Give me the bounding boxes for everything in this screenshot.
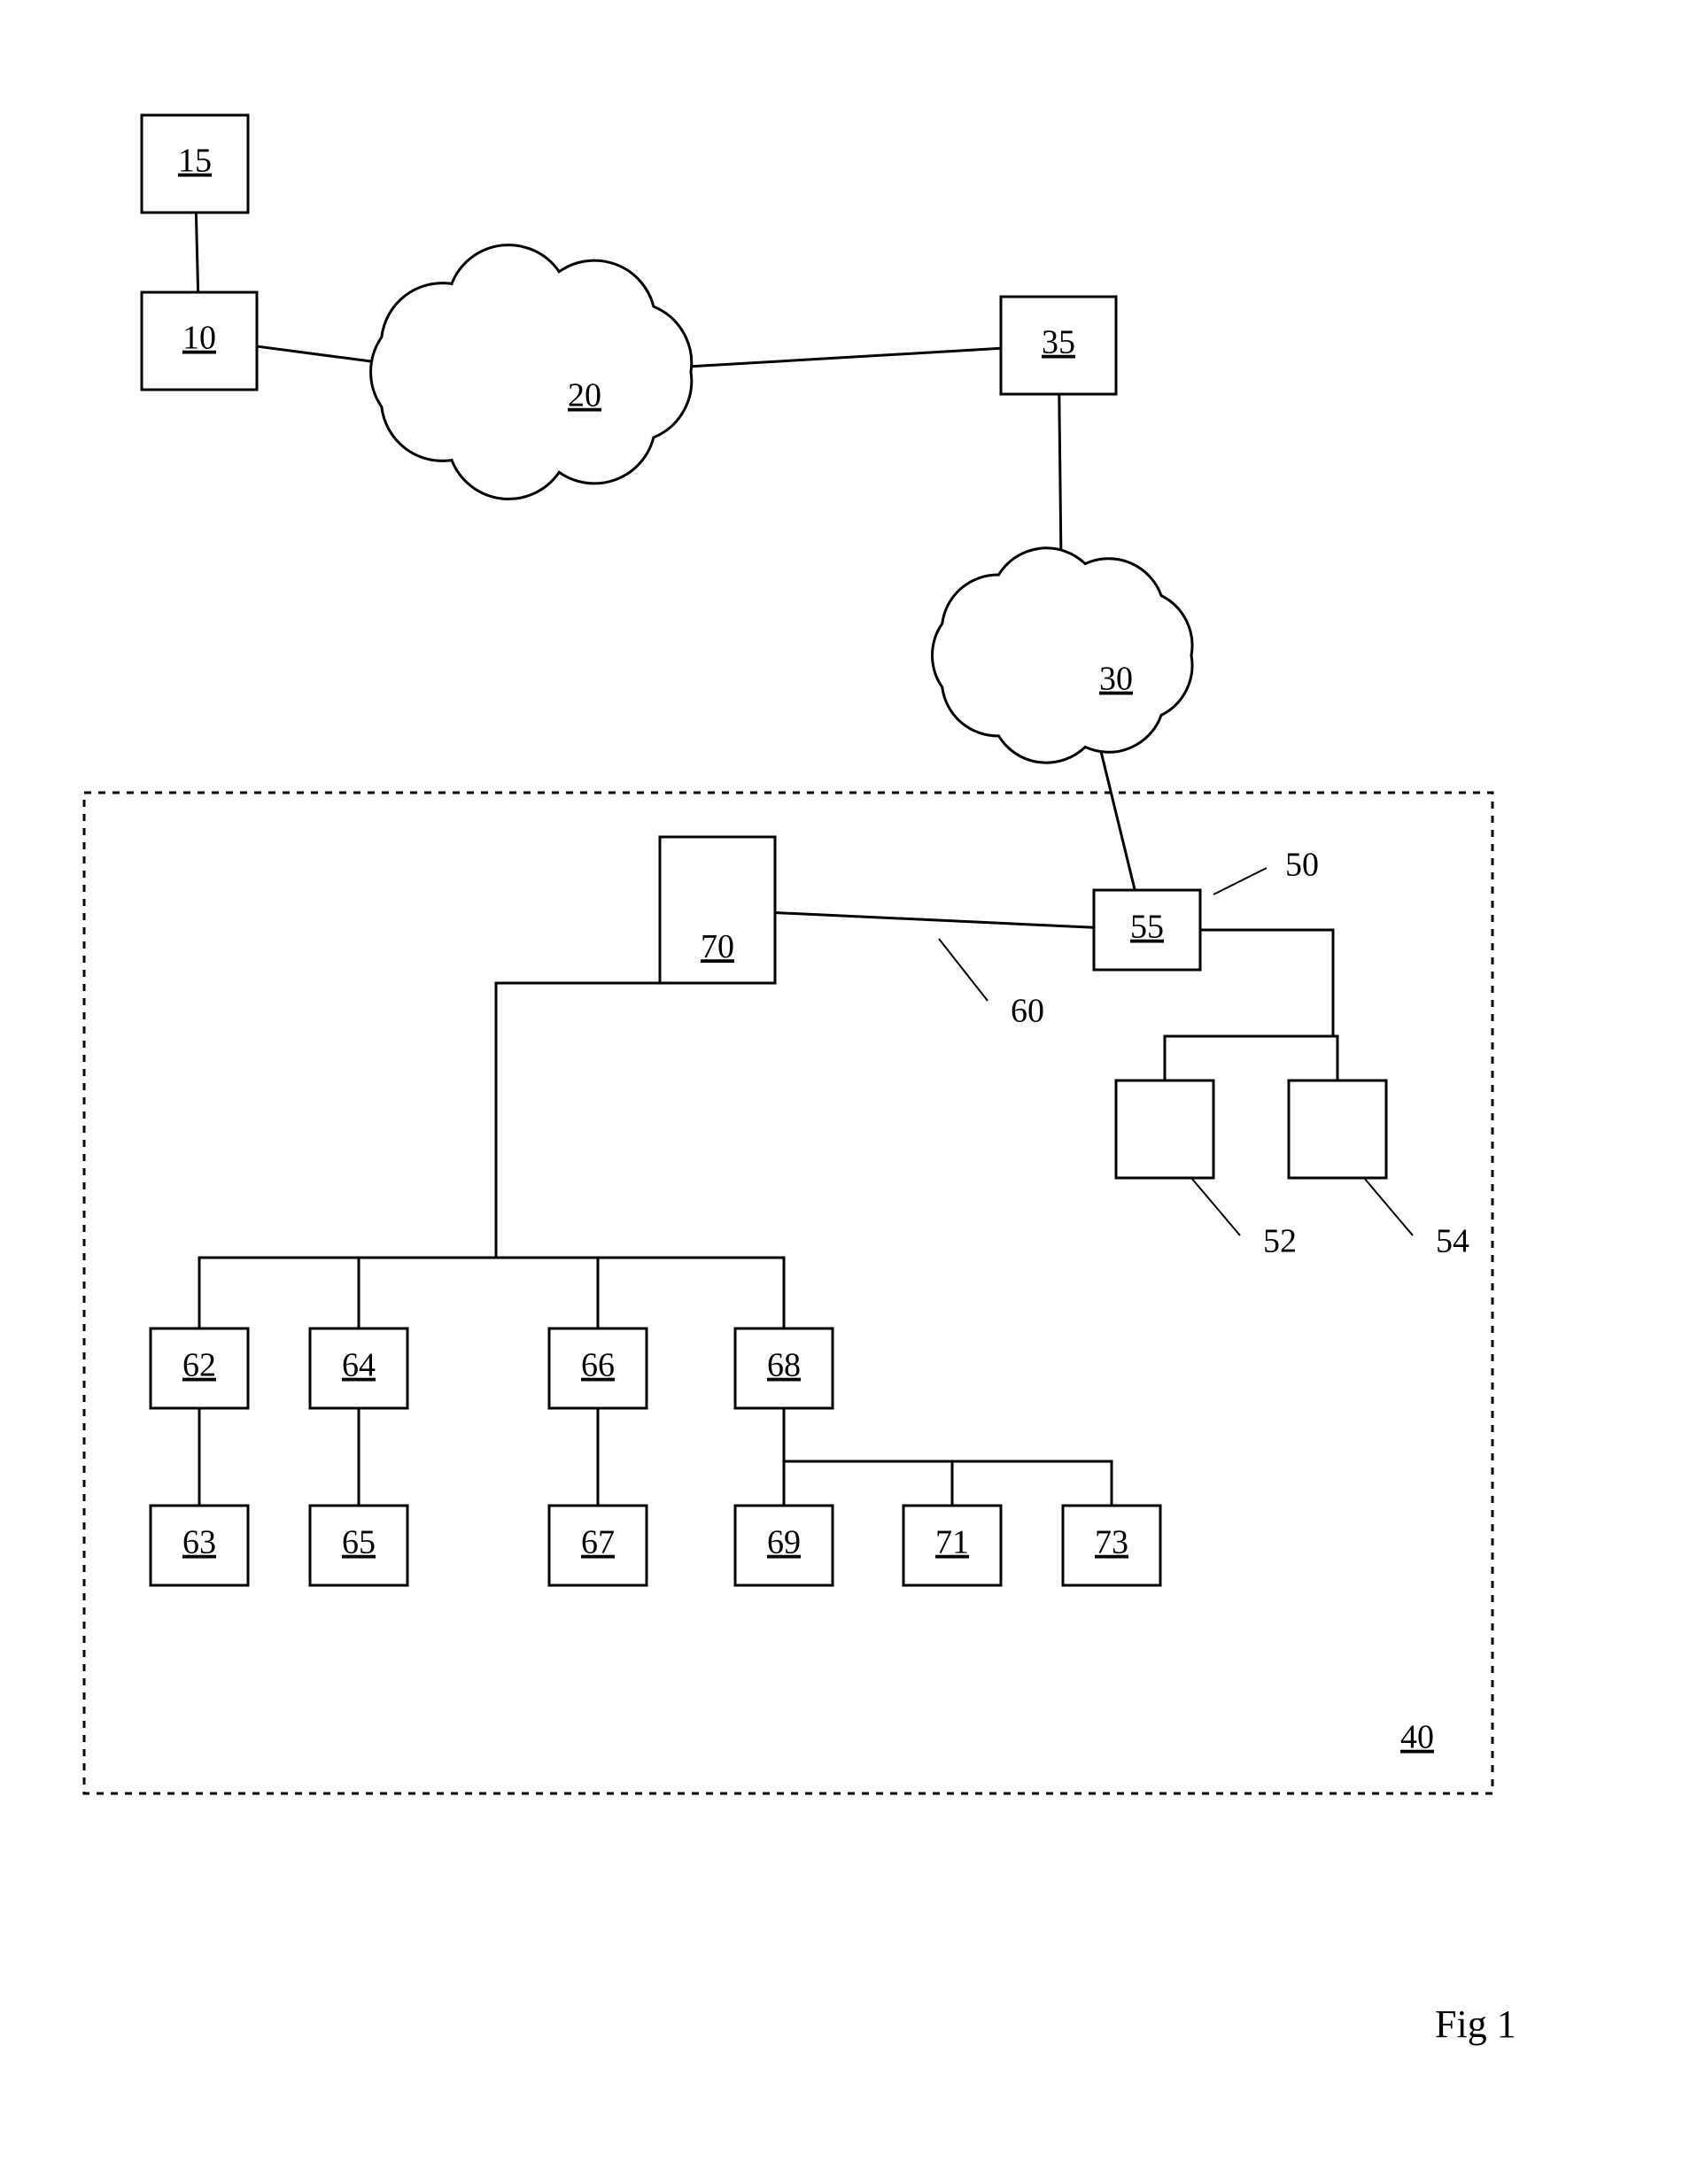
node-n15: 15 xyxy=(142,115,248,213)
edge xyxy=(678,348,1001,367)
leader-label: 54 xyxy=(1436,1223,1469,1260)
node-label: 10 xyxy=(182,320,216,357)
diagram-canvas: 40 15 10 20 35 30 55 70 62 64 66 68 63 65 67 69 71 73 50 60… xyxy=(0,0,1690,2184)
node-n52 xyxy=(1116,1080,1213,1178)
node-label: 30 xyxy=(1099,661,1133,698)
container-label: 40 xyxy=(1400,1719,1434,1756)
node-n64: 64 xyxy=(310,1328,407,1408)
edge xyxy=(199,1258,496,1328)
node-label: 70 xyxy=(701,928,734,965)
leader-line xyxy=(1364,1178,1413,1235)
edge xyxy=(784,1461,952,1506)
node-label: 15 xyxy=(178,143,212,180)
node-box xyxy=(1289,1080,1386,1178)
node-n30: 30 xyxy=(933,548,1192,763)
edge xyxy=(496,1258,784,1328)
node-n71: 71 xyxy=(903,1506,1001,1585)
edge xyxy=(496,1258,598,1328)
leader-line xyxy=(1213,868,1267,895)
node-n62: 62 xyxy=(151,1328,248,1408)
edge xyxy=(775,913,1094,928)
leader-line xyxy=(1191,1178,1240,1235)
cloud-icon xyxy=(933,548,1192,763)
node-label: 69 xyxy=(767,1524,801,1561)
node-label: 64 xyxy=(342,1347,376,1384)
node-n63: 63 xyxy=(151,1506,248,1585)
figure-caption: Fig 1 xyxy=(1435,2002,1516,2046)
node-label: 35 xyxy=(1042,324,1075,361)
edge xyxy=(1200,930,1337,1080)
edge xyxy=(784,1408,1112,1506)
node-n55: 55 xyxy=(1094,890,1200,970)
node-n67: 67 xyxy=(549,1506,647,1585)
leader-label: 60 xyxy=(1011,993,1044,1030)
node-n54 xyxy=(1289,1080,1386,1178)
node-n73: 73 xyxy=(1063,1506,1160,1585)
edge xyxy=(1097,737,1135,890)
node-label: 20 xyxy=(568,377,601,414)
node-label: 73 xyxy=(1095,1524,1128,1561)
edge xyxy=(359,1258,496,1328)
node-n68: 68 xyxy=(735,1328,833,1408)
node-n65: 65 xyxy=(310,1506,407,1585)
node-label: 65 xyxy=(342,1524,376,1561)
leader-line xyxy=(939,939,988,1001)
node-label: 68 xyxy=(767,1347,801,1384)
edge xyxy=(257,346,385,363)
node-n70: 70 xyxy=(660,837,775,983)
node-label: 71 xyxy=(935,1524,969,1561)
edge xyxy=(496,983,717,1258)
node-n69: 69 xyxy=(735,1506,833,1585)
node-label: 55 xyxy=(1130,909,1164,946)
node-label: 67 xyxy=(581,1524,615,1561)
cloud-icon xyxy=(371,245,692,500)
node-n10: 10 xyxy=(142,292,257,390)
leader-label: 52 xyxy=(1263,1223,1297,1260)
node-label: 63 xyxy=(182,1524,216,1561)
dashed-container xyxy=(84,793,1492,1793)
node-n66: 66 xyxy=(549,1328,647,1408)
node-n35: 35 xyxy=(1001,297,1116,394)
node-label: 62 xyxy=(182,1347,216,1384)
node-label: 66 xyxy=(581,1347,615,1384)
node-n20: 20 xyxy=(371,245,692,500)
edge xyxy=(1059,394,1061,569)
edge xyxy=(196,213,198,292)
node-box xyxy=(1116,1080,1213,1178)
edge xyxy=(1165,1036,1333,1080)
nodes-layer: 15 10 20 35 30 55 70 62 64 66 68 63 65 67 69 71 73 xyxy=(142,115,1386,1585)
leader-label: 50 xyxy=(1285,847,1319,884)
